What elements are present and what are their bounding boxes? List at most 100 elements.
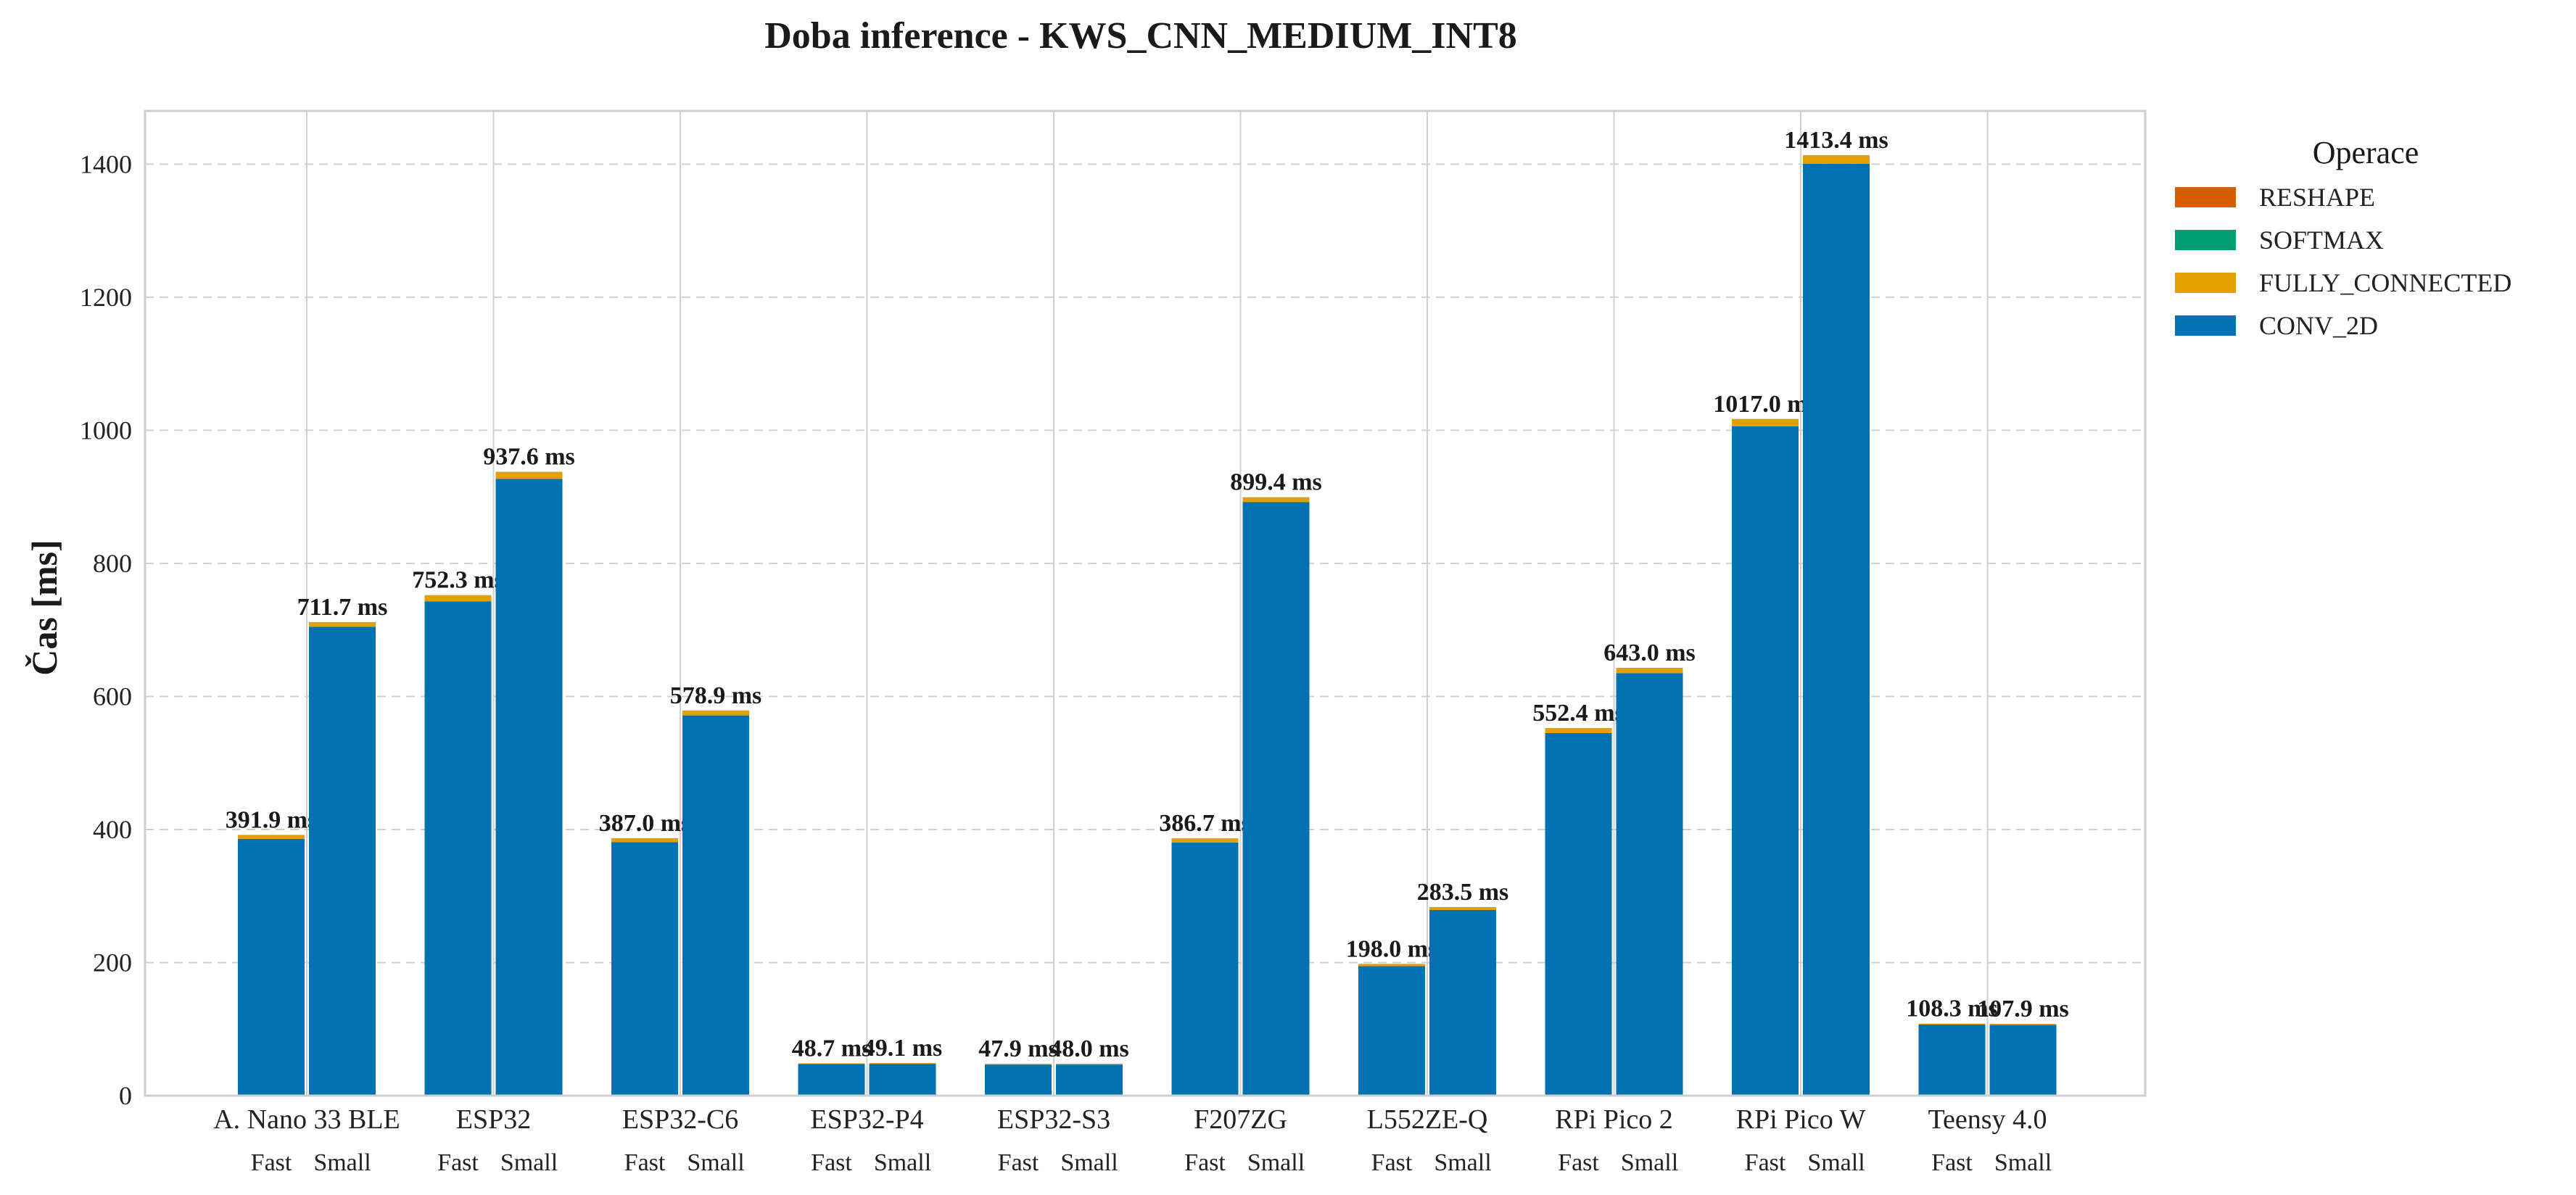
bar-segment-fully-connected	[1989, 1024, 2057, 1025]
bar-total-label: 198.0 ms	[1346, 935, 1438, 962]
bar-segment-fully-connected	[1732, 419, 1799, 426]
plot-frame	[144, 109, 2147, 1097]
y-tick-label: 1200	[80, 283, 132, 312]
x-tick-label: RPi Pico 2	[1555, 1104, 1673, 1135]
y-tick-label: 400	[93, 815, 132, 844]
bar-segment-conv-2d	[1989, 1025, 2057, 1096]
bar-segment-fully-connected	[682, 711, 749, 716]
bar-segment-conv-2d	[682, 715, 749, 1096]
bar-segment-conv-2d	[798, 1064, 865, 1096]
plot-area: 0 200 400 600 800 1000 1200 1400 391.9 ms Fast 711…	[80, 109, 2147, 1176]
variant-label: Small	[313, 1149, 371, 1176]
bar-segment-fully-connected	[1803, 155, 1870, 164]
x-tick-label: RPi Pico W	[1736, 1104, 1866, 1135]
bar-total-label: 283.5 ms	[1417, 879, 1509, 906]
bar-total-label: 899.4 ms	[1230, 469, 1322, 496]
y-tick-label: 800	[93, 549, 132, 578]
legend-swatch	[2175, 273, 2236, 293]
bar-total-label: 1413.4 ms	[1784, 127, 1888, 154]
bar-segment-conv-2d	[238, 838, 305, 1096]
bar-total-label: 752.3 ms	[412, 567, 504, 594]
bar-segment-conv-2d	[1803, 163, 1870, 1096]
chart-title: Doba inference - KWS_CNN_MEDIUM_INT8	[764, 15, 1517, 57]
bar-segment-conv-2d	[1056, 1064, 1123, 1096]
bar-segment-conv-2d	[1358, 966, 1425, 1096]
bar-segment-fully-connected	[309, 622, 376, 627]
bar-segment-fully-connected	[238, 835, 305, 839]
bar-segment-fully-connected	[1358, 964, 1425, 967]
x-tick-label: ESP32-S3	[997, 1104, 1110, 1135]
bar-segment-fully-connected	[798, 1063, 865, 1064]
y-tick-label: 0	[119, 1081, 132, 1110]
bar-total-label: 107.9 ms	[1977, 996, 2069, 1022]
variant-label: Fast	[437, 1149, 479, 1176]
bar-segment-conv-2d	[1429, 909, 1496, 1096]
legend-swatch	[2175, 230, 2236, 250]
bar-segment-conv-2d	[611, 842, 678, 1096]
bar-segment-fully-connected	[611, 838, 678, 843]
y-tick-label: 200	[93, 948, 132, 977]
x-tick-label: ESP32-C6	[622, 1104, 738, 1135]
legend-swatch	[2175, 315, 2236, 336]
bar-segment-conv-2d	[1616, 673, 1683, 1096]
variant-label: Fast	[624, 1149, 666, 1176]
variant-label: Small	[1060, 1149, 1118, 1176]
bar-segment-conv-2d	[985, 1064, 1052, 1096]
bar-segment-conv-2d	[1732, 426, 1799, 1096]
legend-entry-label: CONV_2D	[2259, 311, 2378, 340]
legend-entry-label: RESHAPE	[2259, 183, 2375, 212]
variant-label: Small	[687, 1149, 744, 1176]
variant-label: Fast	[1371, 1149, 1413, 1176]
bar-segment-conv-2d	[1918, 1025, 1986, 1096]
bar-segment-conv-2d	[309, 627, 376, 1096]
bar-segment-fully-connected	[1171, 838, 1239, 843]
legend: Operace RESHAPE SOFTMAX FULLY_CONNECTED CON…	[2175, 135, 2511, 340]
variant-label: Small	[500, 1149, 558, 1176]
bar-total-label: 391.9 ms	[226, 806, 318, 833]
variant-label: Fast	[811, 1149, 852, 1176]
bar-total-label: 48.7 ms	[792, 1035, 872, 1062]
variant-label: Small	[1994, 1149, 2052, 1176]
bar-segment-conv-2d	[869, 1064, 936, 1096]
bar-segment-conv-2d	[424, 601, 492, 1096]
bar-segment-conv-2d	[1242, 502, 1310, 1096]
bar-segment-fully-connected	[1242, 497, 1310, 503]
bar-segment-fully-connected	[1545, 728, 1612, 733]
bar-total-label: 48.0 ms	[1049, 1035, 1129, 1062]
variant-label: Fast	[1745, 1149, 1786, 1176]
variant-label: Small	[874, 1149, 931, 1176]
legend-entry-label: SOFTMAX	[2259, 226, 2384, 255]
x-tick-label: Teensy 4.0	[1928, 1104, 2047, 1135]
bar-total-label: 47.9 ms	[978, 1035, 1058, 1062]
y-tick-label: 1400	[80, 149, 132, 178]
variant-label: Small	[1621, 1149, 1678, 1176]
bar-total-label: 108.3 ms	[1906, 996, 1998, 1022]
variant-label: Small	[1434, 1149, 1491, 1176]
variant-label: Fast	[251, 1149, 292, 1176]
x-tick-label: L552ZE-Q	[1367, 1104, 1488, 1135]
bar-total-label: 711.7 ms	[297, 594, 388, 621]
variant-label: Fast	[1184, 1149, 1226, 1176]
bar-segment-fully-connected	[869, 1063, 936, 1064]
bar-total-label: 552.4 ms	[1532, 700, 1625, 727]
legend-title: Operace	[2313, 135, 2419, 170]
bar-total-label: 937.6 ms	[483, 444, 575, 471]
bar-segment-fully-connected	[1429, 907, 1496, 910]
bar-segment-fully-connected	[424, 595, 492, 602]
variant-label: Fast	[1558, 1149, 1599, 1176]
bar-segment-fully-connected	[1616, 668, 1683, 674]
bar-total-label: 1017.0 ms	[1713, 391, 1817, 418]
bar-total-label: 386.7 ms	[1159, 810, 1251, 837]
x-tick-label: ESP32-P4	[810, 1104, 923, 1135]
legend-entry-label: FULLY_CONNECTED	[2259, 268, 2511, 297]
x-tick-label: A. Nano 33 BLE	[213, 1104, 400, 1135]
bar-total-label: 49.1 ms	[863, 1035, 943, 1062]
legend-swatch	[2175, 187, 2236, 207]
variant-label: Small	[1807, 1149, 1865, 1176]
x-tick-label: ESP32	[456, 1104, 531, 1135]
variant-label: Fast	[998, 1149, 1039, 1176]
bar-total-label: 578.9 ms	[670, 682, 762, 709]
y-axis-label: Čas [ms]	[24, 539, 65, 675]
x-tick-label: F207ZG	[1194, 1104, 1287, 1135]
